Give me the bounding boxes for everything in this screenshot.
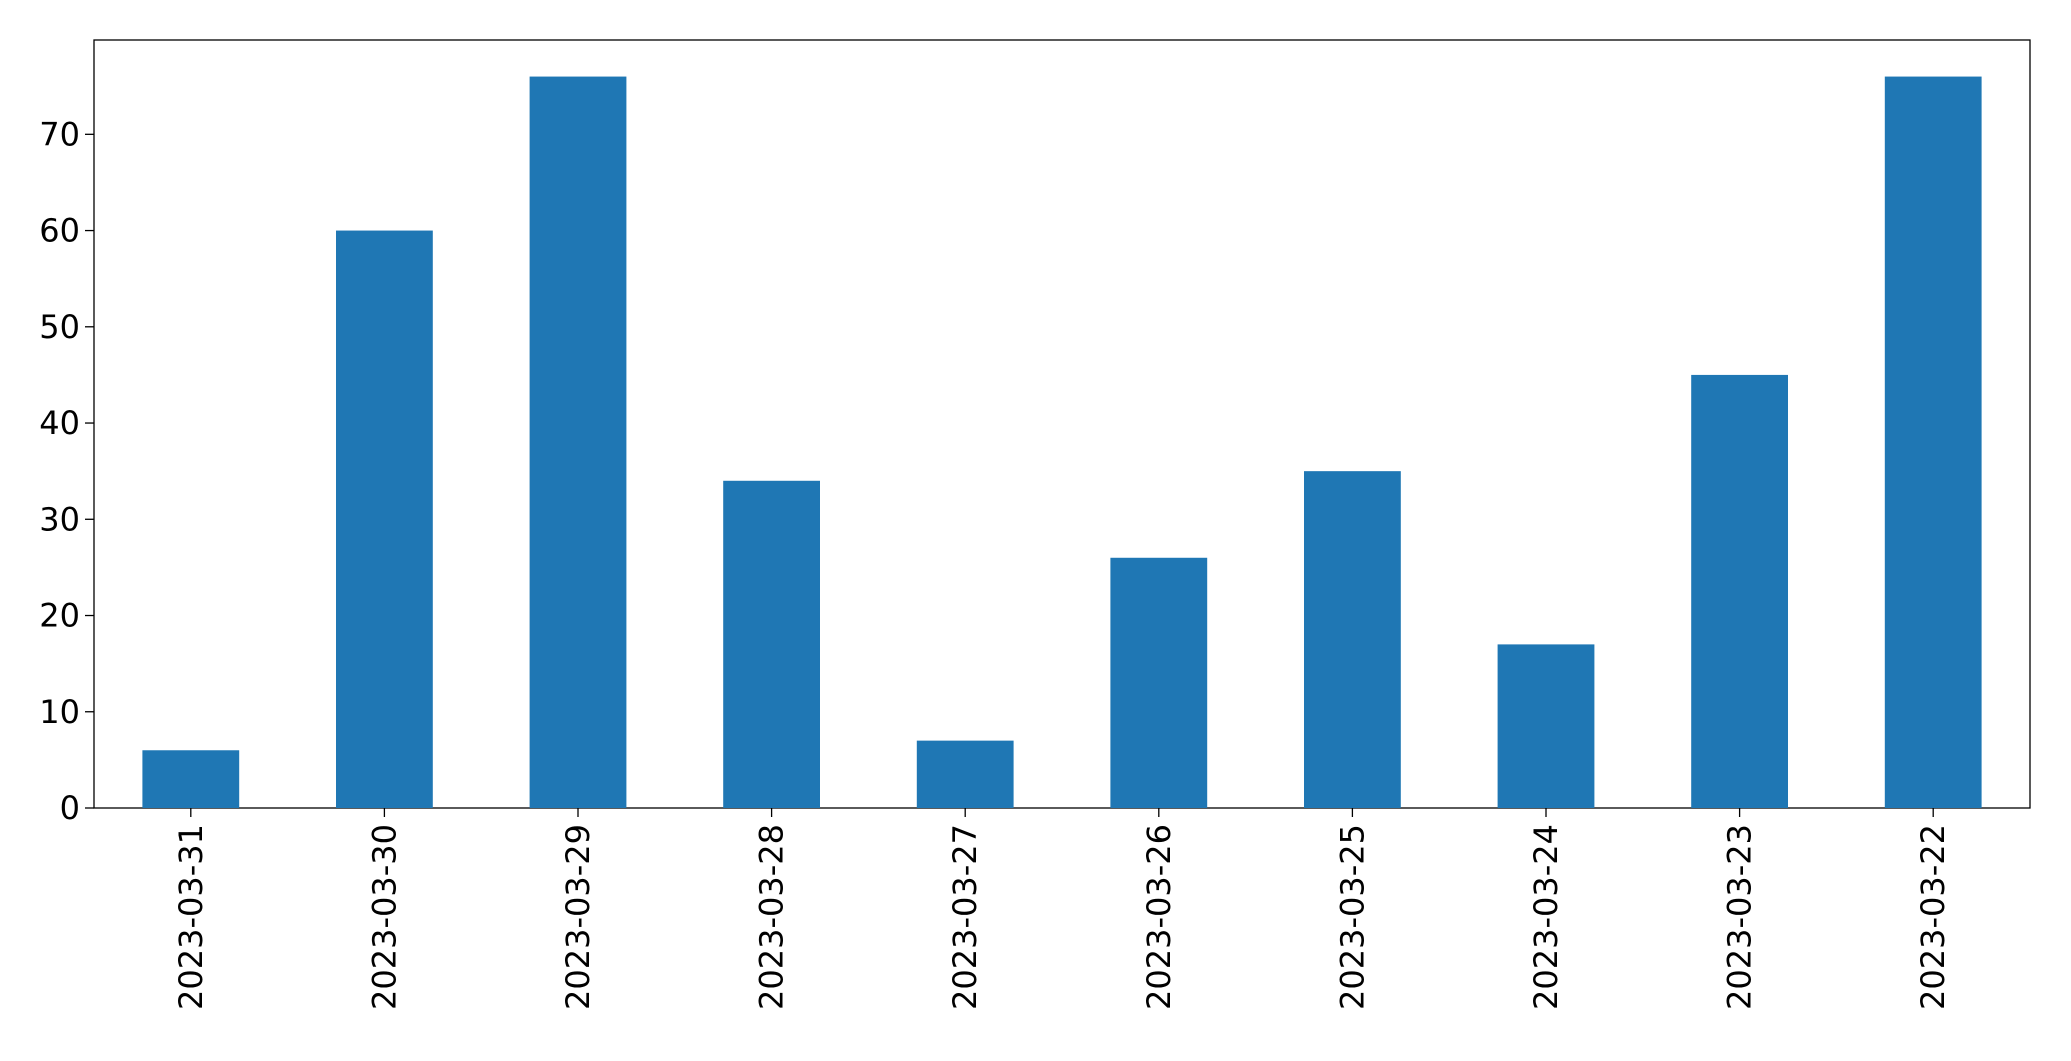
x-tick-label: 2023-03-30 [365,824,403,1010]
bar [142,750,240,808]
plot-frame [93,39,2031,809]
y-tick-label: 0 [60,789,80,827]
x-tick-label: 2023-03-29 [559,824,597,1010]
x-tick-label: 2023-03-25 [1333,824,1371,1010]
x-tick-label: 2023-03-23 [1721,824,1759,1010]
bar [529,76,627,809]
x-tick-label: 2023-03-27 [946,824,984,1010]
x-tick-label: 2023-03-31 [172,824,210,1010]
y-tick-label: 50 [39,308,80,346]
bar [1304,471,1401,808]
bar [723,480,820,808]
x-tick-label: 2023-03-26 [1140,824,1178,1010]
x-tick-label: 2023-03-22 [1914,824,1952,1010]
bar [916,740,1014,808]
y-tick-label: 30 [39,500,80,538]
y-tick-label: 60 [39,212,80,250]
y-tick-label: 70 [39,115,80,153]
bar [1884,76,1982,809]
y-tick-label: 20 [39,597,80,635]
x-tick-label: 2023-03-28 [753,824,791,1010]
bar [1110,557,1208,808]
bar [1691,374,1788,808]
y-tick-label: 10 [39,693,80,731]
x-tick-label: 2023-03-24 [1527,824,1565,1010]
bar [336,230,433,808]
bar [1497,644,1595,808]
y-tick-label: 40 [39,404,80,442]
